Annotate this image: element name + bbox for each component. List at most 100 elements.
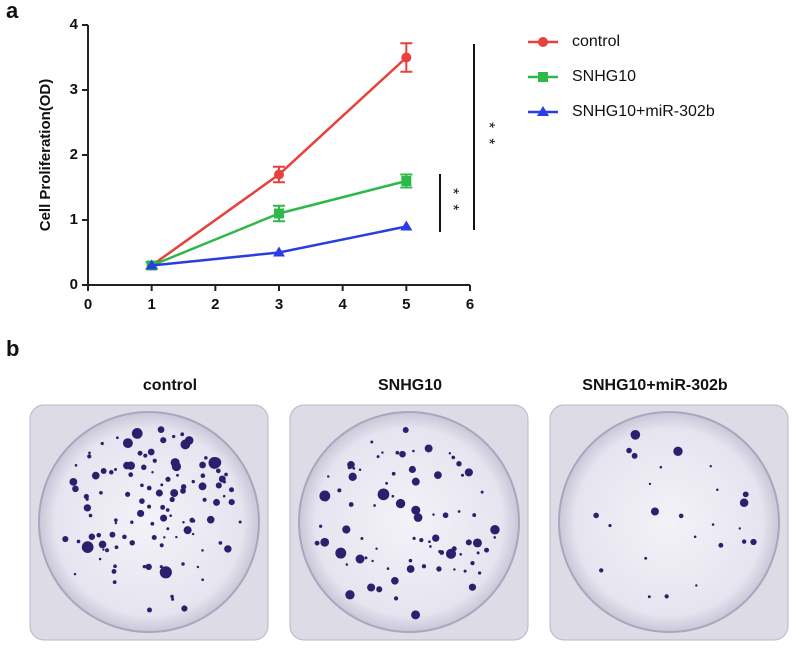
colony (709, 464, 712, 468)
colony (352, 466, 356, 470)
colony (99, 490, 103, 495)
x-tick-label: 1 (147, 296, 155, 313)
colony (180, 432, 185, 437)
colony (386, 567, 390, 570)
colony (381, 451, 384, 454)
colony (599, 568, 604, 573)
colony (348, 472, 357, 481)
colony (376, 455, 380, 459)
colony (718, 542, 724, 548)
colony (160, 483, 164, 487)
colony (165, 477, 169, 481)
colony (395, 498, 406, 509)
colony (463, 569, 467, 573)
colony (448, 452, 452, 455)
colony (750, 538, 757, 546)
colony (218, 475, 226, 483)
colony (130, 520, 134, 524)
colony (711, 523, 715, 526)
colony (741, 539, 747, 544)
colony (432, 534, 440, 542)
colony (424, 444, 433, 453)
colony (739, 498, 749, 508)
colony (320, 537, 330, 547)
colony (335, 547, 347, 559)
colony (650, 507, 659, 516)
x-tick-label: 4 (338, 296, 347, 313)
colony (370, 440, 374, 444)
colony (114, 545, 119, 550)
colony (201, 578, 205, 582)
colony (360, 536, 364, 540)
colony (146, 607, 152, 613)
colony (175, 535, 178, 539)
colony (146, 485, 152, 491)
colony (408, 465, 416, 474)
colony (376, 586, 383, 593)
colony (165, 508, 170, 512)
y-tick-label: 1 (70, 211, 78, 228)
marker (538, 72, 548, 82)
colony (191, 479, 195, 484)
colony (472, 538, 482, 548)
colony (375, 547, 378, 550)
colony (377, 488, 390, 501)
colony (183, 526, 192, 535)
colony (391, 494, 395, 498)
colony (123, 440, 127, 444)
colony (163, 536, 166, 539)
colony (345, 563, 349, 566)
colony (659, 465, 663, 469)
colony (155, 489, 163, 497)
colony (429, 545, 432, 548)
colony (182, 521, 185, 524)
marker (273, 246, 285, 257)
colony (160, 514, 168, 522)
colony (62, 536, 69, 543)
x-tick-label: 6 (466, 296, 474, 313)
colony (160, 437, 167, 444)
y-tick-label: 3 (70, 81, 78, 98)
colony (150, 521, 155, 526)
colony (170, 594, 174, 599)
colony (399, 450, 406, 458)
colony (112, 580, 117, 585)
colony (347, 465, 352, 470)
colony (91, 471, 100, 480)
chart: 0 1 2 3 4 0 1 2 3 4 5 6 control SNHG10 SNHG10+miR-302b… (70, 16, 715, 313)
colony (169, 496, 175, 503)
colony (222, 494, 226, 498)
x-tick-label: 2 (211, 296, 219, 313)
colony (648, 482, 652, 486)
colony (460, 473, 465, 477)
colony (402, 427, 409, 434)
colony (439, 550, 445, 555)
colony (100, 468, 107, 474)
colony (327, 475, 330, 478)
colony (213, 498, 221, 506)
colony (215, 482, 222, 489)
plate-label: SNHG10+miR-302b (582, 377, 728, 394)
colony (348, 502, 354, 507)
colony (115, 436, 119, 440)
colony (742, 491, 749, 498)
colony (198, 482, 207, 491)
panel-label: b (6, 336, 19, 361)
colony (319, 490, 331, 502)
colony (72, 485, 79, 493)
colony (391, 471, 396, 476)
colony (337, 488, 342, 493)
x-tick-label: 3 (275, 296, 283, 313)
colony (457, 510, 461, 513)
colony (364, 556, 368, 560)
colony (157, 426, 165, 433)
marker (274, 208, 284, 219)
colony (159, 543, 164, 548)
colony (169, 514, 172, 517)
marker (274, 169, 284, 180)
colony (228, 487, 235, 493)
colony (201, 549, 204, 552)
colony (81, 541, 94, 554)
plate-label: control (143, 377, 197, 394)
